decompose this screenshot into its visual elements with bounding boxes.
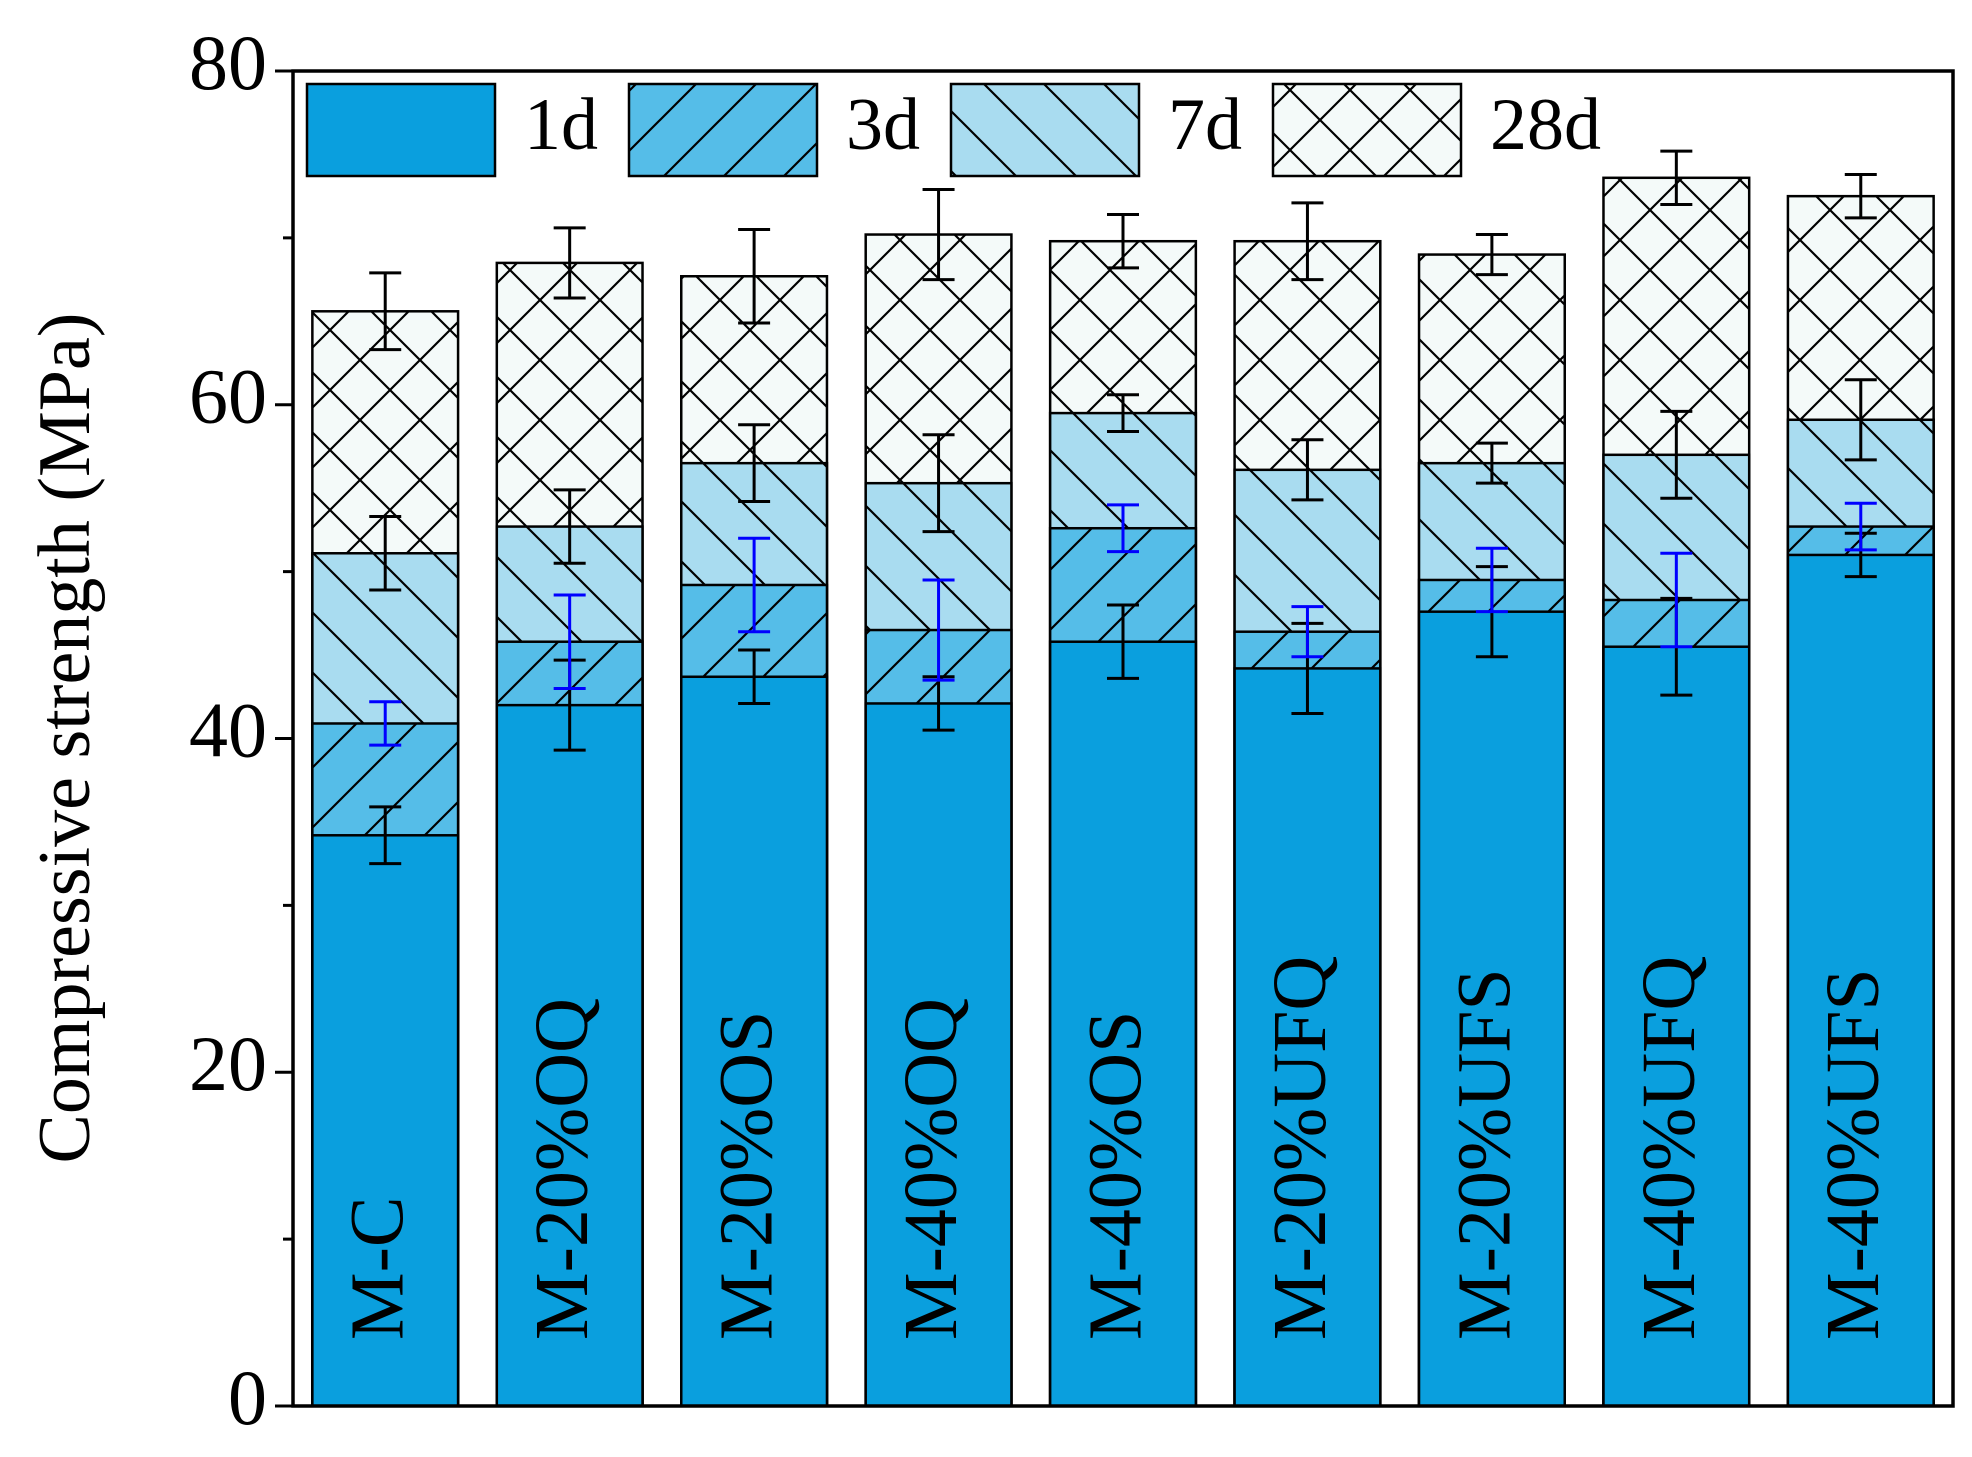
legend-label: 7d [1168, 84, 1242, 166]
y-tick-label: 20 [189, 1020, 267, 1107]
error-bar [1107, 213, 1139, 270]
legend-swatch [949, 82, 1141, 178]
category-label: M-20%OS [705, 1011, 789, 1340]
category-label: M-40%OQ [889, 998, 973, 1340]
error-bar [553, 226, 586, 300]
bar [311, 834, 460, 1408]
error-bar [1291, 605, 1324, 659]
legend-swatch [305, 82, 497, 178]
error-bar [1660, 149, 1693, 206]
error-bar [1107, 603, 1139, 680]
error-bar [738, 536, 771, 634]
error-bar [738, 228, 771, 325]
category-label: M-C [336, 1196, 420, 1340]
y-tick-label: 0 [228, 1354, 267, 1441]
error-bar [922, 578, 955, 682]
error-bar [553, 488, 586, 565]
error-bar [1475, 441, 1508, 485]
bar [1786, 553, 1935, 1408]
y-tick-label: 80 [189, 19, 267, 106]
y-tick-label: 40 [189, 686, 267, 773]
error-bar [369, 515, 402, 592]
y-axis-title: Compressive strength (MPa) [24, 313, 106, 1164]
error-bar [369, 700, 402, 747]
error-bar [1107, 503, 1139, 554]
bar [495, 703, 644, 1408]
bar [1233, 667, 1382, 1408]
error-bar [738, 423, 771, 504]
category-label: M-20%UFS [1442, 968, 1526, 1340]
error-bar [1107, 393, 1139, 433]
error-bar [369, 271, 402, 352]
error-bar [1844, 501, 1877, 552]
legend-label: 3d [846, 84, 920, 166]
bar [1417, 610, 1566, 1408]
error-bar [1291, 438, 1324, 502]
category-label: M-40%UFS [1811, 968, 1895, 1340]
legend-swatch [627, 82, 819, 178]
error-bar [922, 433, 955, 534]
category-label: M-40%UFQ [1627, 956, 1711, 1340]
error-bar [1475, 546, 1508, 614]
bar [1602, 645, 1751, 1408]
error-bar [1660, 409, 1693, 500]
error-bar [369, 805, 402, 866]
error-bar [922, 187, 955, 282]
error-bar [1291, 201, 1324, 282]
error-bar [738, 648, 771, 705]
legend-swatch [1271, 82, 1463, 178]
bar [864, 702, 1013, 1408]
y-tick-label: 60 [189, 353, 267, 440]
error-bar [553, 593, 586, 690]
legend-label: 1d [524, 84, 598, 166]
plot-frame [291, 69, 1955, 1408]
category-label: M-20%OQ [520, 998, 604, 1340]
error-bar [1844, 378, 1877, 462]
legend-label: 28d [1490, 84, 1601, 166]
error-bar [1844, 172, 1877, 220]
error-bar [1475, 233, 1508, 277]
category-label: M-20%UFQ [1258, 956, 1342, 1340]
category-label: M-40%OS [1073, 1011, 1157, 1340]
error-bar [1660, 551, 1693, 649]
